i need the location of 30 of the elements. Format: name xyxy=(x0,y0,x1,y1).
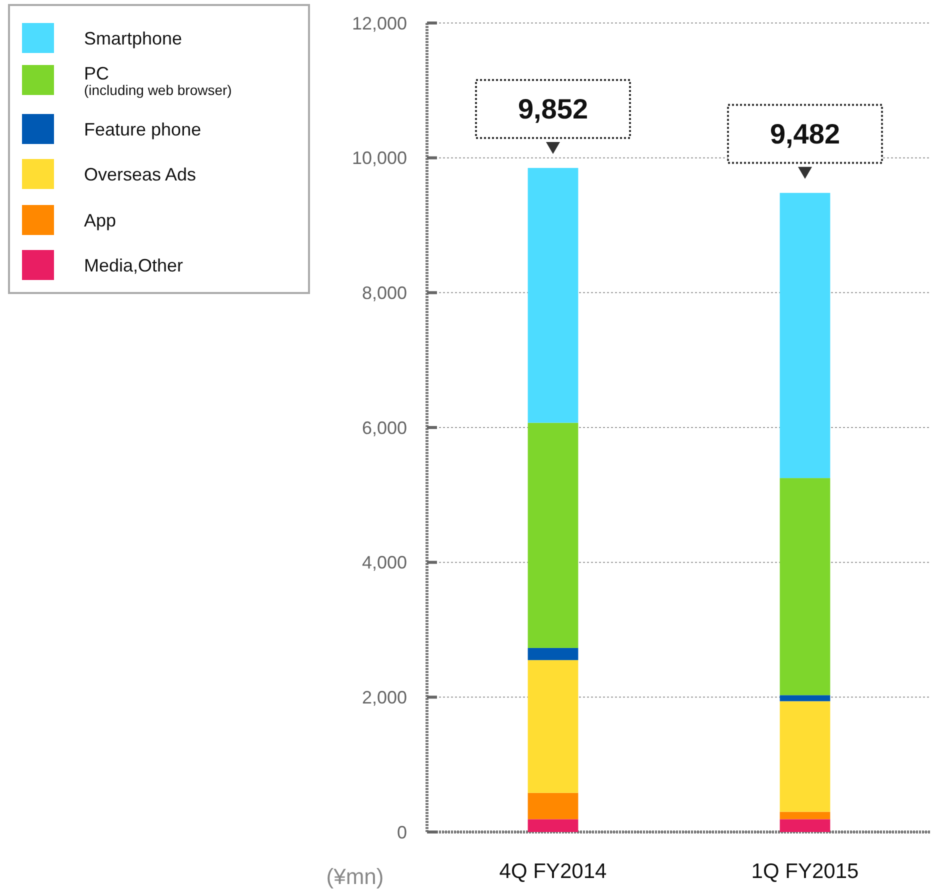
y-axis-title: (¥mn) xyxy=(326,864,384,889)
y-tick-label: 10,000 xyxy=(352,148,407,168)
legend-label: Media,Other xyxy=(84,255,184,276)
total-label: 9,482 xyxy=(770,118,840,150)
bar xyxy=(780,695,830,702)
y-tick-label: 0 xyxy=(396,822,407,842)
x-tick-label: 1Q FY2015 xyxy=(751,860,859,883)
y-tick-label: 12,000 xyxy=(352,13,407,34)
total-label: 9,852 xyxy=(518,94,588,125)
legend-label: Smartphone xyxy=(84,28,182,48)
bar xyxy=(528,168,578,423)
bar xyxy=(528,648,578,660)
bar xyxy=(780,478,830,696)
legend-label: PC (including web browser) xyxy=(84,63,232,98)
legend-label: App xyxy=(84,210,116,230)
bar xyxy=(780,701,830,812)
bar xyxy=(528,422,578,648)
legend-label: Overseas Ads xyxy=(84,164,196,184)
y-tick-label: 8,000 xyxy=(362,282,407,303)
x-tick-label: 4Q FY2014 xyxy=(499,860,608,883)
bar xyxy=(780,192,830,478)
y-tick-label: 4,000 xyxy=(362,552,407,573)
legend-label: Feature phone xyxy=(84,119,202,140)
y-tick-label: 6,000 xyxy=(362,418,407,438)
bar xyxy=(780,812,830,820)
bar xyxy=(528,819,578,832)
bar xyxy=(528,660,578,793)
y-tick-label: 2,000 xyxy=(362,687,407,708)
bar xyxy=(780,819,830,832)
bar xyxy=(528,792,578,820)
